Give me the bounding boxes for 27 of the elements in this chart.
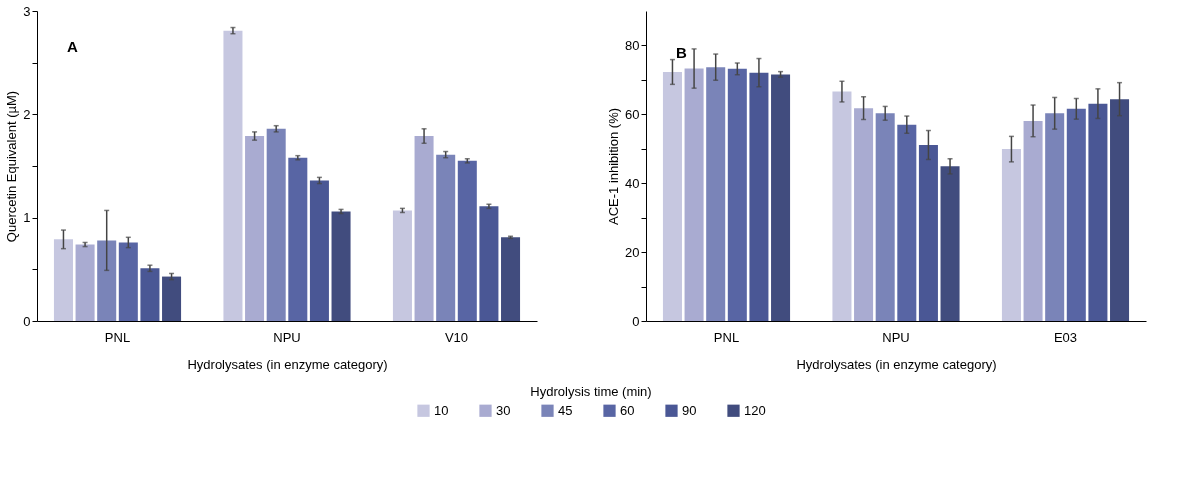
x-tick-label: E03: [1053, 329, 1078, 345]
legend-label: 45: [558, 402, 573, 418]
x-tick-label: PNL: [713, 329, 740, 345]
x-tick-label: NPU: [273, 329, 301, 345]
y-tick-label: 3: [23, 3, 31, 19]
y-tick-label: 2: [23, 106, 31, 122]
x-axis-title: Hydrolysates (in enzyme category): [796, 356, 997, 372]
legend-label: 90: [682, 402, 697, 418]
x-tick-label: PNL: [104, 329, 131, 345]
y-tick-label: 1: [23, 210, 31, 226]
legend-label: 30: [496, 402, 511, 418]
y-tick-label: 20: [625, 244, 640, 260]
legend-label: 120: [744, 402, 766, 418]
y-axis-title: ACE-1 inhibition (%): [606, 107, 622, 226]
legend-label: 10: [434, 402, 449, 418]
text: A: [67, 38, 78, 55]
y-tick-label: 40: [625, 175, 640, 191]
y-axis-title: Quercetin Equivalent (µM): [4, 90, 20, 243]
y-tick-label: 60: [625, 106, 640, 122]
x-tick-label: NPU: [882, 329, 910, 345]
y-tick-label: 80: [625, 37, 640, 53]
y-tick-label: 0: [23, 313, 31, 329]
x-tick-label: V10: [444, 329, 469, 345]
legend-title: Hydrolysis time (min): [530, 384, 652, 399]
text: B: [676, 44, 687, 61]
x-axis-title: Hydrolysates (in enzyme category): [187, 356, 388, 372]
y-tick-label: 0: [632, 313, 640, 329]
